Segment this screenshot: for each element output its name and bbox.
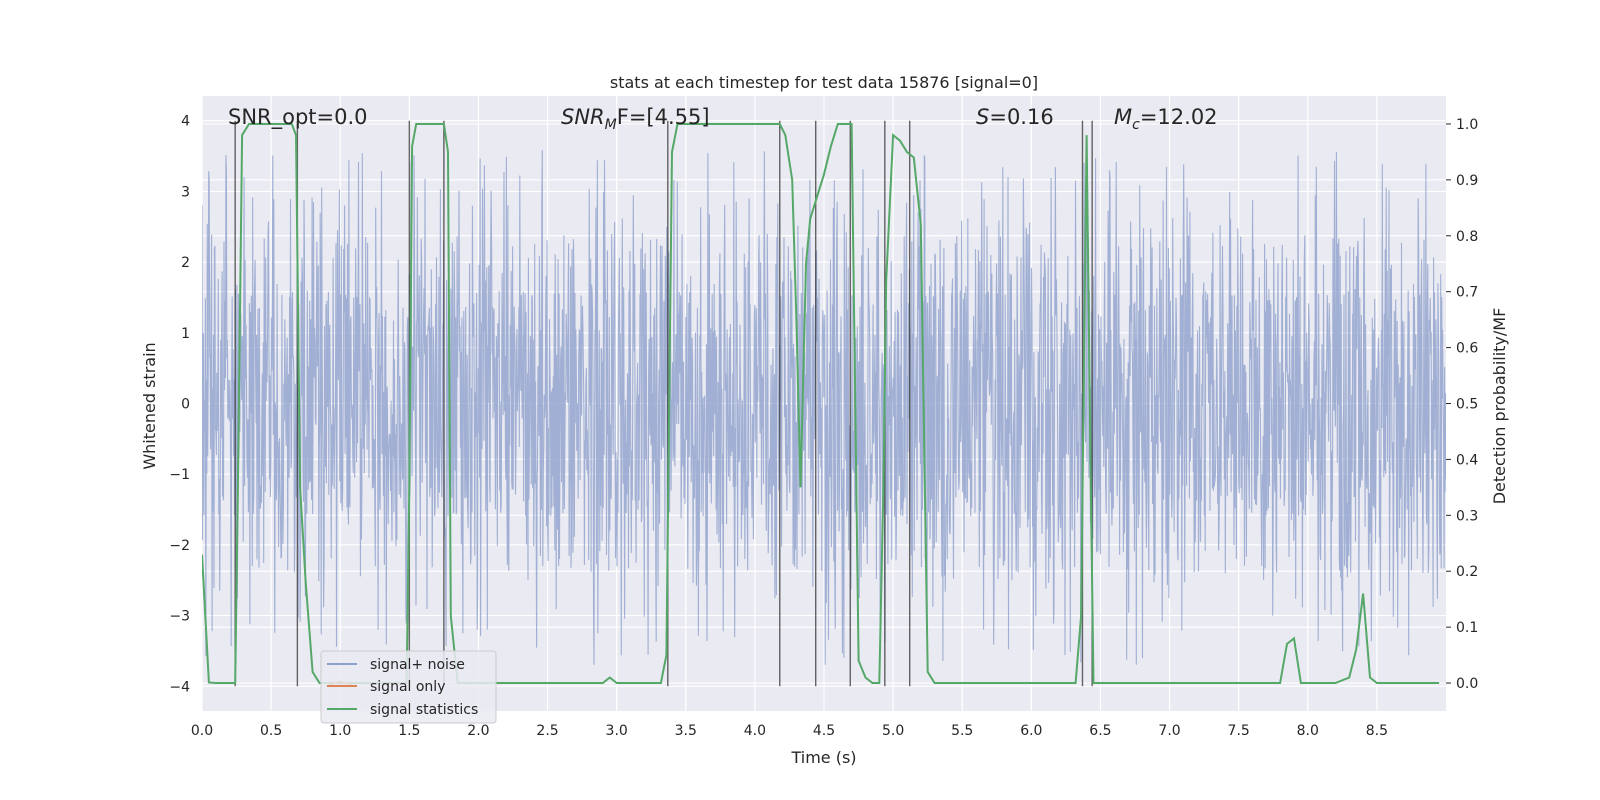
- y-tick-label: 4: [181, 114, 190, 130]
- y2-tick-label: 0.6: [1456, 341, 1478, 357]
- x-tick-label: 7.0: [1158, 723, 1180, 739]
- y2-axis-label: Detection probability/MF: [1490, 308, 1509, 505]
- y-tick-label: −3: [169, 609, 190, 625]
- x-tick-label: 4.0: [744, 723, 766, 739]
- x-tick-label: 8.0: [1297, 723, 1319, 739]
- x-tick-label: 6.5: [1089, 723, 1111, 739]
- x-tick-labels: 0.0 0.5 1.0 1.5 2.0 2.5 3.0 3.5 4.0 4.5 5.0 5.5 6.0 6…: [191, 723, 1388, 739]
- y2-tick-label: 0.1: [1456, 620, 1478, 636]
- y2-tick-label: 0.9: [1456, 173, 1478, 189]
- x-tick-label: 2.5: [536, 723, 558, 739]
- legend-label-signal-only: signal only: [370, 679, 445, 695]
- snr-mf-sub: M: [605, 117, 617, 133]
- x-tick-label: 3.0: [606, 723, 628, 739]
- x-tick-label: 2.0: [467, 723, 489, 739]
- x-tick-label: 5.0: [882, 723, 904, 739]
- x-tick-label: 7.5: [1228, 723, 1250, 739]
- y2-tick-label: 0.7: [1456, 285, 1478, 301]
- mc-rest: =12.02: [1140, 105, 1218, 129]
- annotation-snr-mf: SNRMF=[4.55]: [561, 105, 710, 133]
- s-symbol: S: [976, 105, 989, 129]
- y-tick-label: −4: [169, 679, 190, 695]
- x-tick-label: 5.5: [951, 723, 973, 739]
- annotation-snr-opt: SNR_opt=0.0: [228, 105, 368, 130]
- y2-tick-label: 1.0: [1456, 117, 1478, 133]
- mc-base: M: [1114, 105, 1132, 129]
- y-tick-label: 0: [181, 397, 190, 413]
- y2-tick-labels: 0.0 0.1 0.2 0.3 0.4 0.5 0.6 0.7 0.8 0.9 1.0: [1446, 117, 1478, 692]
- y2-tick-label: 0.0: [1456, 676, 1478, 692]
- legend-label-signal-noise: signal+ noise: [370, 657, 465, 673]
- mc-sub: c: [1132, 117, 1140, 133]
- y-tick-label: 1: [181, 326, 190, 342]
- y-tick-label: −1: [169, 467, 190, 483]
- y2-tick-label: 0.8: [1456, 229, 1478, 245]
- y-axis-label: Whitened strain: [140, 342, 159, 469]
- annotation-mc: Mc=12.02: [1114, 105, 1218, 133]
- x-tick-label: 8.5: [1366, 723, 1388, 739]
- x-tick-label: 1.5: [398, 723, 420, 739]
- snr-mf-base: SNR: [561, 105, 605, 129]
- y-tick-label: 2: [181, 255, 190, 271]
- x-tick-label: 0.0: [191, 723, 213, 739]
- y-tick-labels: −4 −3 −2 −1 0 1 2 3 4: [169, 114, 190, 696]
- legend: signal+ noise signal only signal statist…: [320, 650, 497, 724]
- x-tick-label: 1.0: [329, 723, 351, 739]
- y-tick-label: 3: [181, 184, 190, 200]
- x-tick-label: 4.5: [813, 723, 835, 739]
- legend-label-signal-statistics: signal statistics: [370, 702, 478, 718]
- x-axis-label: Time (s): [790, 748, 856, 767]
- x-tick-label: 6.0: [1020, 723, 1042, 739]
- x-tick-label: 0.5: [260, 723, 282, 739]
- x-tick-label: 3.5: [675, 723, 697, 739]
- y2-tick-label: 0.4: [1456, 452, 1478, 468]
- annotation-s: S=0.16: [976, 105, 1054, 129]
- chart-title: stats at each timestep for test data 158…: [610, 73, 1038, 92]
- legend-box: [320, 650, 497, 724]
- s-rest: =0.16: [989, 105, 1053, 129]
- snr-mf-rest: F=[4.55]: [617, 105, 710, 129]
- y-tick-label: −2: [169, 538, 190, 554]
- y2-tick-label: 0.2: [1456, 564, 1478, 580]
- y2-tick-label: 0.5: [1456, 397, 1478, 413]
- y2-tick-label: 0.3: [1456, 508, 1478, 524]
